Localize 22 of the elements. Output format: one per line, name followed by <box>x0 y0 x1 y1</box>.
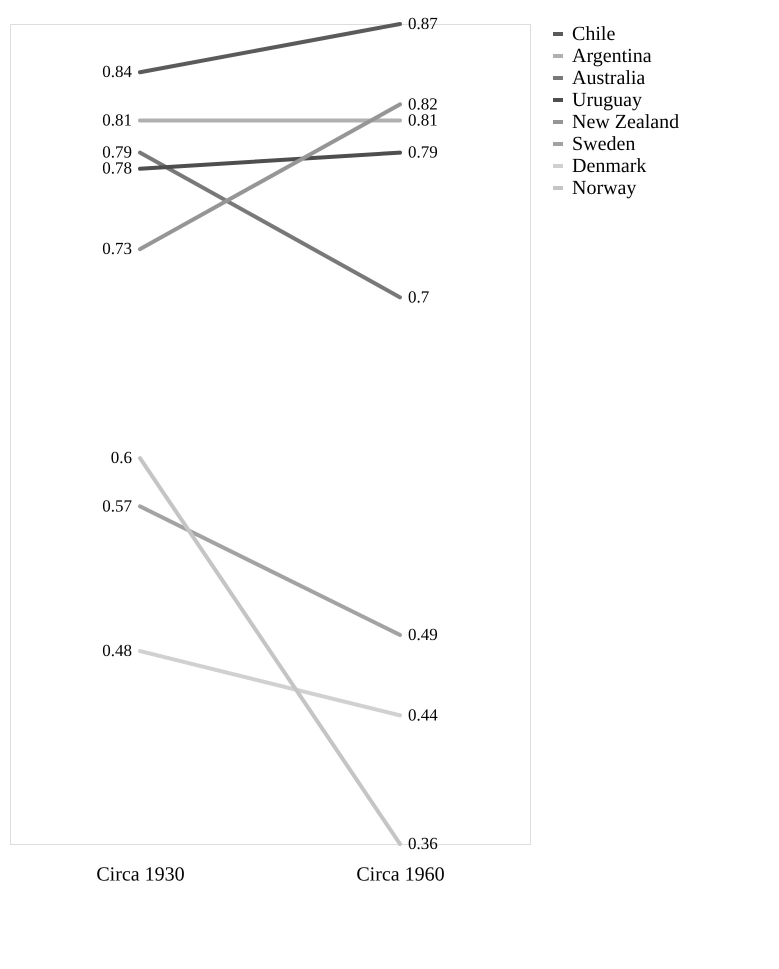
legend-label: Argentina <box>572 45 652 67</box>
data-label: 0.73 <box>102 239 132 258</box>
data-label: 0.81 <box>102 110 132 130</box>
data-label: 0.84 <box>102 62 132 82</box>
data-label: 0.79 <box>408 142 438 162</box>
data-label: 0.87 <box>408 14 438 33</box>
legend-label: Australia <box>572 67 646 89</box>
legend-label: New Zealand <box>572 111 680 133</box>
x-tick-label: Circa 1930 <box>96 864 185 886</box>
data-label: 0.7 <box>408 287 430 306</box>
legend-label: Denmark <box>572 155 646 177</box>
legend-label: Chile <box>572 23 616 45</box>
data-label: 0.6 <box>110 448 132 468</box>
legend-label: Norway <box>572 177 636 199</box>
legend-label: Uruguay <box>572 89 642 111</box>
data-label: 0.48 <box>102 641 132 660</box>
data-label: 0.44 <box>408 705 438 724</box>
legend-label: Sweden <box>572 133 636 155</box>
data-label: 0.36 <box>408 834 438 853</box>
data-label: 0.57 <box>102 496 132 516</box>
x-tick-label: Circa 1960 <box>356 864 445 886</box>
data-label: 0.49 <box>408 624 438 644</box>
